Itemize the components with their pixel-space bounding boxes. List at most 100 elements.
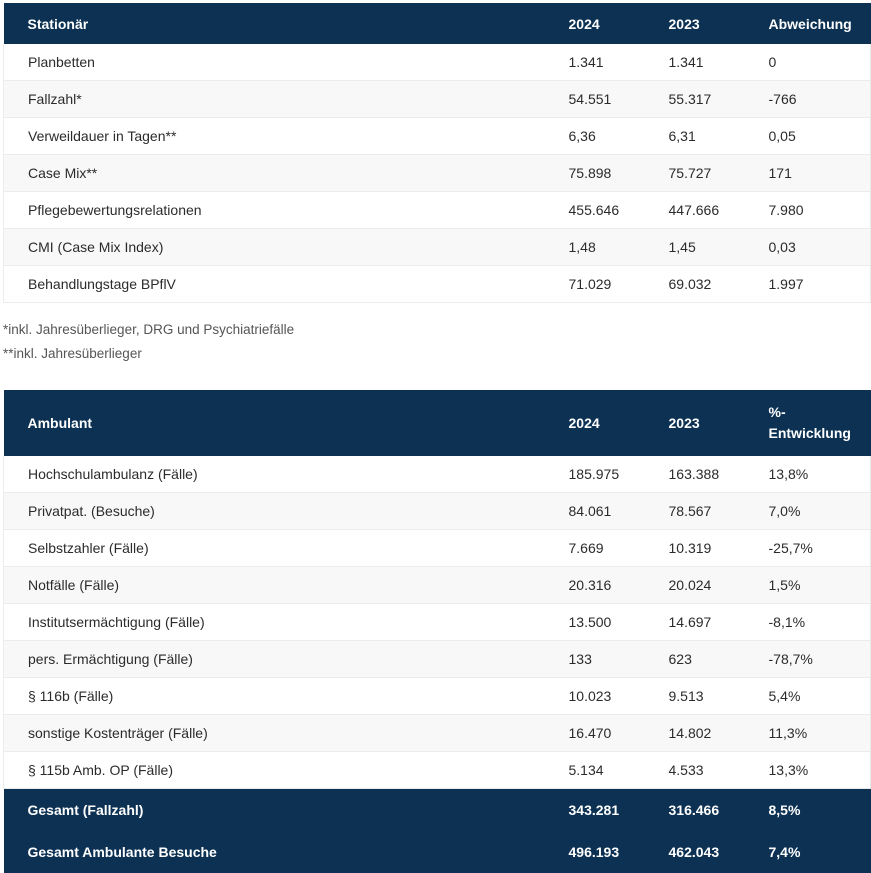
cell-2024: 16.470 (544, 714, 645, 752)
total-percent-change: 8,5% (744, 788, 871, 831)
footnote-case-count: *inkl. Jahresüberlieger, DRG und Psychia… (3, 322, 295, 337)
row-label: Planbetten (3, 44, 545, 81)
row-label: Behandlungstage BPflV (3, 265, 545, 303)
table-row: Planbetten 1.341 1.341 0 (3, 44, 871, 81)
cell-2023: 447.666 (644, 191, 745, 229)
table-row: sonstige Kostenträger (Fälle) 16.470 14.… (3, 714, 871, 752)
row-label: Institutsermächtigung (Fälle) (3, 603, 545, 641)
cell-2023: 1,45 (644, 228, 745, 266)
row-label: Case Mix** (3, 154, 545, 192)
column-header-deviation: Abweichung (744, 3, 871, 44)
inpatient-table: Stationär 2024 2023 Abweichung Planbette… (3, 3, 871, 303)
column-header-2024: 2024 (544, 390, 645, 456)
cell-2023: 163.388 (644, 456, 745, 493)
column-header-category: Ambulant (3, 390, 545, 456)
cell-2023: 55.317 (644, 80, 745, 118)
row-label: Verweildauer in Tagen** (3, 117, 545, 155)
cell-2023: 78.567 (644, 492, 745, 530)
total-2023: 462.043 (644, 831, 745, 873)
table-row: Notfälle (Fälle) 20.316 20.024 1,5% (3, 566, 871, 604)
table-row: CMI (Case Mix Index) 1,48 1,45 0,03 (3, 228, 871, 266)
table-header-row: Stationär 2024 2023 Abweichung (3, 3, 871, 44)
cell-percent-change: 1,5% (744, 566, 871, 604)
cell-percent-change: -78,7% (744, 640, 871, 678)
table-row: § 115b Amb. OP (Fälle) 5.134 4.533 13,3% (3, 751, 871, 789)
cell-deviation: 7.980 (744, 191, 871, 229)
column-header-2023: 2023 (644, 3, 745, 44)
cell-2023: 20.024 (644, 566, 745, 604)
row-label: Fallzahl* (3, 80, 545, 118)
table-row: § 116b (Fälle) 10.023 9.513 5,4% (3, 677, 871, 715)
row-label: sonstige Kostenträger (Fälle) (3, 714, 545, 752)
cell-2024: 6,36 (544, 117, 645, 155)
total-label: Gesamt (Fallzahl) (3, 788, 545, 831)
cell-2023: 6,31 (644, 117, 745, 155)
row-label: Selbstzahler (Fälle) (3, 529, 545, 567)
table-row: Behandlungstage BPflV 71.029 69.032 1.99… (3, 265, 871, 303)
cell-2024: 1.341 (544, 44, 645, 81)
cell-2023: 10.319 (644, 529, 745, 567)
row-label: § 116b (Fälle) (3, 677, 545, 715)
outpatient-table: Ambulant 2024 2023 %- Entwicklung Hochsch… (3, 390, 871, 873)
row-label: Privatpat. (Besuche) (3, 492, 545, 530)
cell-percent-change: 13,3% (744, 751, 871, 789)
total-row: Gesamt (Fallzahl) 343.281 316.466 8,5% (3, 788, 871, 831)
cell-2023: 14.802 (644, 714, 745, 752)
cell-2024: 84.061 (544, 492, 645, 530)
cell-deviation: 0,03 (744, 228, 871, 266)
total-2024: 496.193 (544, 831, 645, 873)
cell-2023: 14.697 (644, 603, 745, 641)
cell-2024: 455.646 (544, 191, 645, 229)
cell-percent-change: 11,3% (744, 714, 871, 752)
cell-2024: 1,48 (544, 228, 645, 266)
cell-percent-change: 7,0% (744, 492, 871, 530)
column-header-2023: 2023 (644, 390, 745, 456)
cell-2023: 623 (644, 640, 745, 678)
column-header-percent-change: %- Entwicklung (744, 390, 871, 456)
cell-2024: 20.316 (544, 566, 645, 604)
cell-2023: 75.727 (644, 154, 745, 192)
row-label: Pflegebewertungsrelationen (3, 191, 545, 229)
cell-2024: 10.023 (544, 677, 645, 715)
cell-percent-change: -8,1% (744, 603, 871, 641)
development-label: Entwicklung (768, 425, 851, 441)
column-header-2024: 2024 (544, 3, 645, 44)
cell-percent-change: -25,7% (744, 529, 871, 567)
cell-deviation: 0,05 (744, 117, 871, 155)
cell-2023: 69.032 (644, 265, 745, 303)
cell-percent-change: 13,8% (744, 456, 871, 493)
row-label: Notfälle (Fälle) (3, 566, 545, 604)
total-2024: 343.281 (544, 788, 645, 831)
cell-2024: 185.975 (544, 456, 645, 493)
table-row: Fallzahl* 54.551 55.317 -766 (3, 80, 871, 118)
cell-2024: 54.551 (544, 80, 645, 118)
table-row: Privatpat. (Besuche) 84.061 78.567 7,0% (3, 492, 871, 530)
table-row: Institutsermächtigung (Fälle) 13.500 14.… (3, 603, 871, 641)
cell-deviation: -766 (744, 80, 871, 118)
cell-deviation: 171 (744, 154, 871, 192)
table-row: Verweildauer in Tagen** 6,36 6,31 0,05 (3, 117, 871, 155)
table-header-row: Ambulant 2024 2023 %- Entwicklung (3, 390, 871, 456)
row-label: § 115b Amb. OP (Fälle) (3, 751, 545, 789)
total-label: Gesamt Ambulante Besuche (3, 831, 545, 873)
table-row: Hochschulambulanz (Fälle) 185.975 163.38… (3, 456, 871, 493)
cell-2024: 13.500 (544, 603, 645, 641)
row-label: pers. Ermächtigung (Fälle) (3, 640, 545, 678)
cell-2024: 71.029 (544, 265, 645, 303)
footnotes: *inkl. Jahresüberlieger, DRG und Psychia… (3, 318, 294, 366)
total-row: Gesamt Ambulante Besuche 496.193 462.043… (3, 831, 871, 873)
cell-deviation: 0 (744, 44, 871, 81)
row-label: Hochschulambulanz (Fälle) (3, 456, 545, 493)
cell-2023: 1.341 (644, 44, 745, 81)
total-percent-change: 7,4% (744, 831, 871, 873)
table-row: Case Mix** 75.898 75.727 171 (3, 154, 871, 192)
cell-2024: 7.669 (544, 529, 645, 567)
cell-2024: 75.898 (544, 154, 645, 192)
cell-deviation: 1.997 (744, 265, 871, 303)
cell-2023: 4.533 (644, 751, 745, 789)
cell-percent-change: 5,4% (744, 677, 871, 715)
table-row: Selbstzahler (Fälle) 7.669 10.319 -25,7% (3, 529, 871, 567)
table-row: Pflegebewertungsrelationen 455.646 447.6… (3, 191, 871, 229)
cell-2023: 9.513 (644, 677, 745, 715)
